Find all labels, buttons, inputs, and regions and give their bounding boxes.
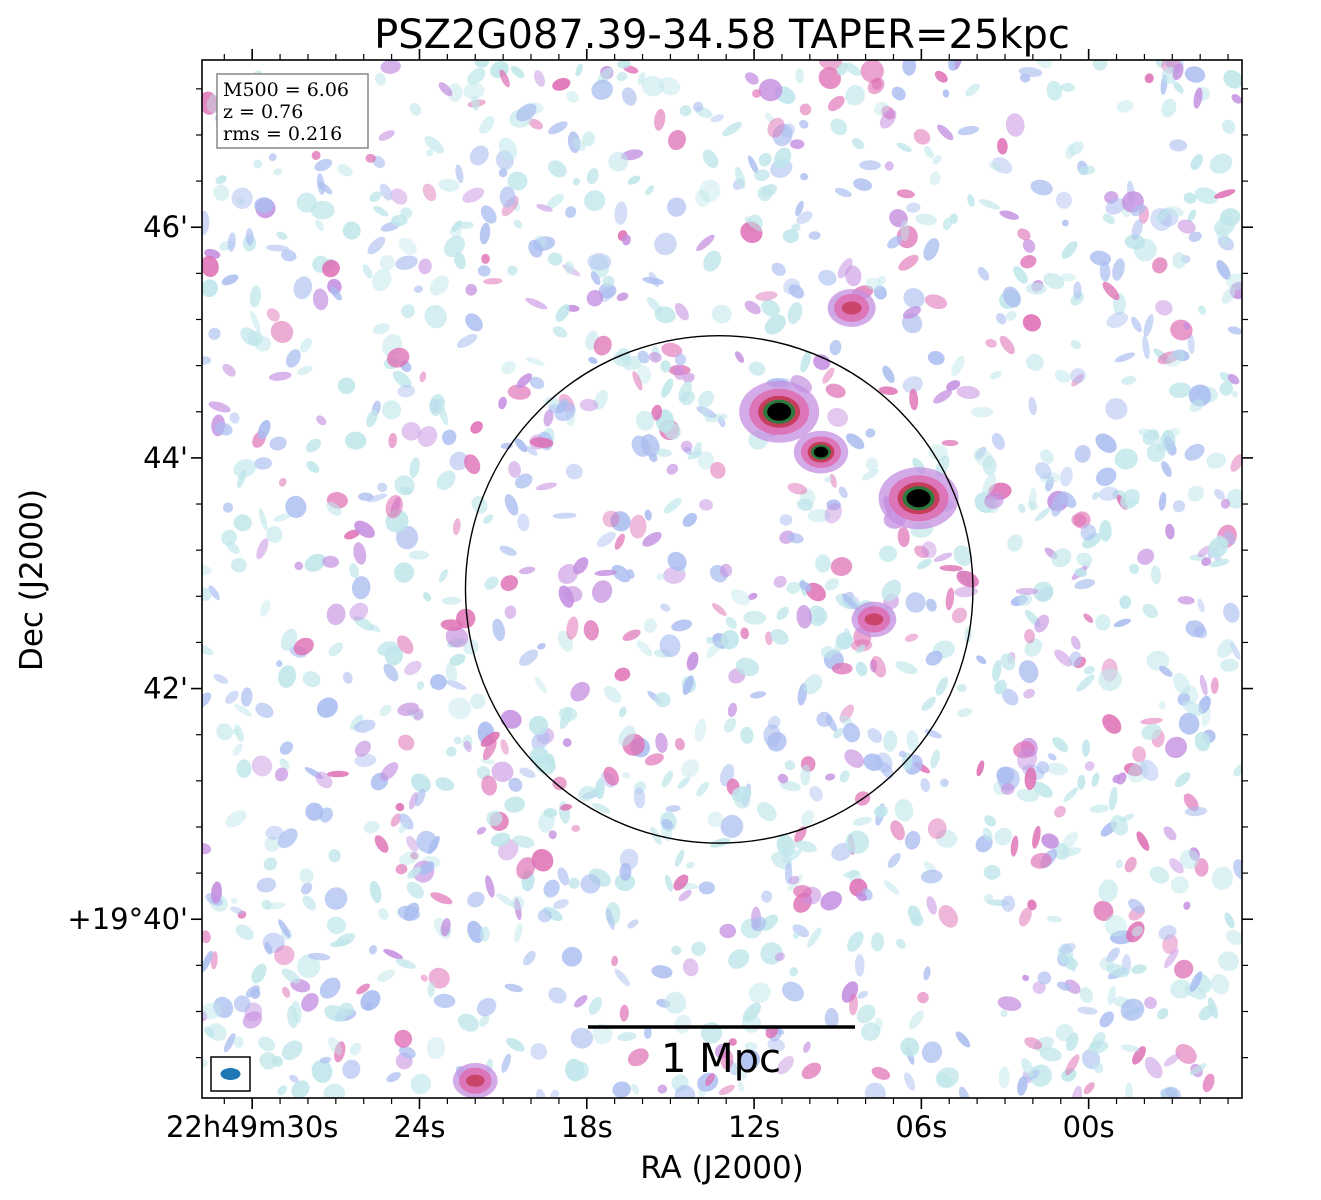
source-5: [851, 601, 897, 638]
info-rms: rms = 0.216: [223, 123, 342, 145]
x-tick-label: 00s: [1063, 1110, 1115, 1144]
x-tick-label: 06s: [895, 1110, 947, 1144]
bright-sources: [452, 288, 959, 1098]
y-tick-label: +19°40': [67, 902, 188, 936]
x-tick-label: 22h49m30s: [166, 1110, 338, 1144]
beam-box: [210, 1056, 251, 1092]
radio-image: [202, 60, 1242, 1098]
scale-bar: 1 Mpc: [588, 1025, 855, 1082]
y-tick-label: 46': [143, 210, 188, 244]
source-2: [793, 430, 849, 474]
source-6: [452, 1062, 498, 1098]
source-4: [827, 288, 876, 327]
chart-title: PSZ2G087.39-34.58 TAPER=25kpc: [374, 12, 1070, 58]
source-3: [878, 467, 959, 530]
axis-ticks: 22h49m30s 24s 18s 12s 06s 00s +19°40' 42' 44' 46': [67, 49, 1253, 1144]
x-tick-label: 12s: [728, 1110, 780, 1144]
info-m500: M500 = 6.06: [223, 79, 349, 101]
info-box: M500 = 6.06 z = 0.76 rms = 0.216: [216, 73, 369, 149]
y-tick-label: 44': [143, 441, 188, 475]
scale-bar-label: 1 Mpc: [661, 1036, 781, 1082]
y-tick-label: 42': [143, 672, 188, 706]
beam-ellipse: [220, 1068, 241, 1080]
x-tick-label: 18s: [561, 1110, 613, 1144]
x-tick-label: 24s: [393, 1110, 445, 1144]
x-axis-label: RA (J2000): [640, 1150, 804, 1186]
y-axis-label: Dec (J2000): [14, 489, 50, 671]
noise-blobs: [202, 60, 1242, 1098]
r500-circle: [464, 334, 974, 844]
plot-frame: [201, 59, 1243, 1099]
info-redshift: z = 0.76: [223, 101, 303, 123]
source-1: [739, 380, 820, 443]
